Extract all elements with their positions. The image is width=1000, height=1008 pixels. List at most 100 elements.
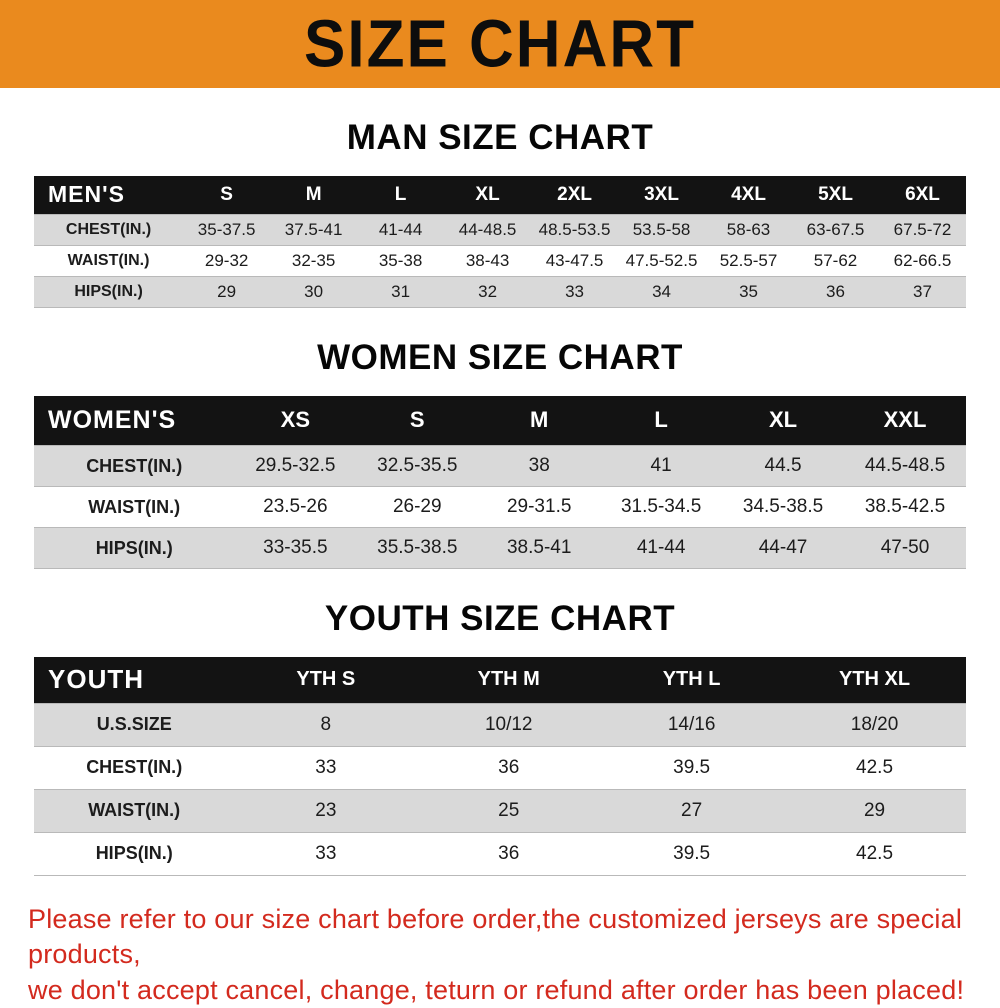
table-cell: 41-44: [600, 528, 722, 569]
column-header: 4XL: [705, 176, 792, 214]
table-cell: 27: [600, 789, 783, 832]
table-cell: 38: [478, 446, 600, 487]
table-cell: 35-37.5: [183, 214, 270, 245]
row-label: WAIST(IN.): [34, 789, 234, 832]
table-cell: 41: [600, 446, 722, 487]
table-cell: 62-66.5: [879, 245, 966, 276]
table-cell: 39.5: [600, 746, 783, 789]
table-cell: 44-47: [722, 528, 844, 569]
banner-title: SIZE CHART: [304, 6, 696, 83]
table-cell: 8: [234, 703, 417, 746]
row-label: HIPS(IN.): [34, 276, 183, 307]
table-cell: 52.5-57: [705, 245, 792, 276]
women-section-heading: WOMEN SIZE CHART: [0, 338, 1000, 378]
column-header: YTH XL: [783, 657, 966, 703]
table-cell: 23.5-26: [234, 487, 356, 528]
table-cell: 35: [705, 276, 792, 307]
table-cell: 23: [234, 789, 417, 832]
table-cell: 36: [792, 276, 879, 307]
table-cell: 47-50: [844, 528, 966, 569]
column-header: 6XL: [879, 176, 966, 214]
table-cell: 58-63: [705, 214, 792, 245]
table-cell: 32: [444, 276, 531, 307]
table-cell: 29: [783, 789, 966, 832]
table-cell: 37.5-41: [270, 214, 357, 245]
column-header: XXL: [844, 396, 966, 446]
column-header: S: [183, 176, 270, 214]
table-cell: 47.5-52.5: [618, 245, 705, 276]
table-cell: 33: [531, 276, 618, 307]
table-header-label: WOMEN'S: [34, 396, 234, 446]
table-cell: 34: [618, 276, 705, 307]
table-cell: 63-67.5: [792, 214, 879, 245]
table-cell: 29-31.5: [478, 487, 600, 528]
column-header: M: [478, 396, 600, 446]
table-cell: 29-32: [183, 245, 270, 276]
table-cell: 18/20: [783, 703, 966, 746]
table-header-label: YOUTH: [34, 657, 234, 703]
column-header: L: [357, 176, 444, 214]
table-cell: 35.5-38.5: [356, 528, 478, 569]
table-cell: 30: [270, 276, 357, 307]
table-cell: 38-43: [444, 245, 531, 276]
table-cell: 31.5-34.5: [600, 487, 722, 528]
table-header-label: MEN'S: [34, 176, 183, 214]
column-header: 5XL: [792, 176, 879, 214]
column-header: L: [600, 396, 722, 446]
column-header: XL: [444, 176, 531, 214]
column-header: YTH M: [417, 657, 600, 703]
table-cell: 53.5-58: [618, 214, 705, 245]
column-header: XS: [234, 396, 356, 446]
row-label: CHEST(IN.): [34, 746, 234, 789]
table-cell: 67.5-72: [879, 214, 966, 245]
table-cell: 48.5-53.5: [531, 214, 618, 245]
column-header: 2XL: [531, 176, 618, 214]
table-cell: 38.5-42.5: [844, 487, 966, 528]
table-cell: 29.5-32.5: [234, 446, 356, 487]
row-label: HIPS(IN.): [34, 832, 234, 875]
column-header: XL: [722, 396, 844, 446]
size-chart-banner: SIZE CHART: [0, 0, 1000, 88]
table-cell: 33: [234, 832, 417, 875]
table-cell: 31: [357, 276, 444, 307]
column-header: S: [356, 396, 478, 446]
table-cell: 26-29: [356, 487, 478, 528]
table-cell: 43-47.5: [531, 245, 618, 276]
table-cell: 32.5-35.5: [356, 446, 478, 487]
footer-note: Please refer to our size chart before or…: [28, 902, 1000, 1008]
column-header: YTH S: [234, 657, 417, 703]
table-cell: 25: [417, 789, 600, 832]
table-cell: 42.5: [783, 832, 966, 875]
table-cell: 33-35.5: [234, 528, 356, 569]
row-label: CHEST(IN.): [34, 446, 234, 487]
table-cell: 33: [234, 746, 417, 789]
row-label: WAIST(IN.): [34, 245, 183, 276]
table-cell: 37: [879, 276, 966, 307]
column-header: M: [270, 176, 357, 214]
table-cell: 35-38: [357, 245, 444, 276]
table-cell: 57-62: [792, 245, 879, 276]
column-header: 3XL: [618, 176, 705, 214]
row-label: U.S.SIZE: [34, 703, 234, 746]
youth-section-heading: YOUTH SIZE CHART: [0, 599, 1000, 639]
table-cell: 36: [417, 832, 600, 875]
table-cell: 29: [183, 276, 270, 307]
men-section-heading: MAN SIZE CHART: [0, 118, 1000, 158]
table-cell: 39.5: [600, 832, 783, 875]
